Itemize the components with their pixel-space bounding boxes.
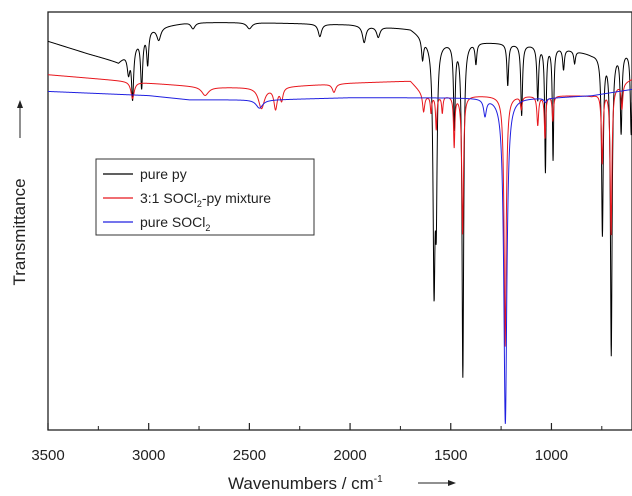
series-lines: [47, 22, 632, 424]
x-tick-label: 2500: [233, 447, 266, 464]
series-line-0: [47, 22, 632, 378]
legend-label-1: 3:1 SOCl2-py mixture: [140, 190, 271, 209]
x-tick-label: 3000: [132, 447, 165, 464]
x-tick-label: 2000: [333, 447, 366, 464]
plot-frame: [47, 11, 632, 431]
x-tick-label: 3500: [31, 447, 64, 464]
legend: pure py 3:1 SOCl2-py mixture pure SOCl2: [95, 158, 315, 236]
legend-label-0: pure py: [140, 166, 187, 182]
series-line-2: [47, 88, 632, 424]
legend-label-2: pure SOCl2: [140, 214, 210, 233]
x-axis-title: Wavenumbers / cm-1: [228, 474, 383, 493]
x-axis: 3500 3000 2500 2000 1500 1000: [31, 423, 603, 464]
y-axis-title: Transmittance: [10, 178, 29, 285]
x-tick-label: 1500: [434, 447, 467, 464]
y-axis-direction-arrow: [17, 100, 23, 138]
x-axis-direction-arrow: [418, 480, 456, 486]
x-tick-label: 1000: [535, 447, 568, 464]
